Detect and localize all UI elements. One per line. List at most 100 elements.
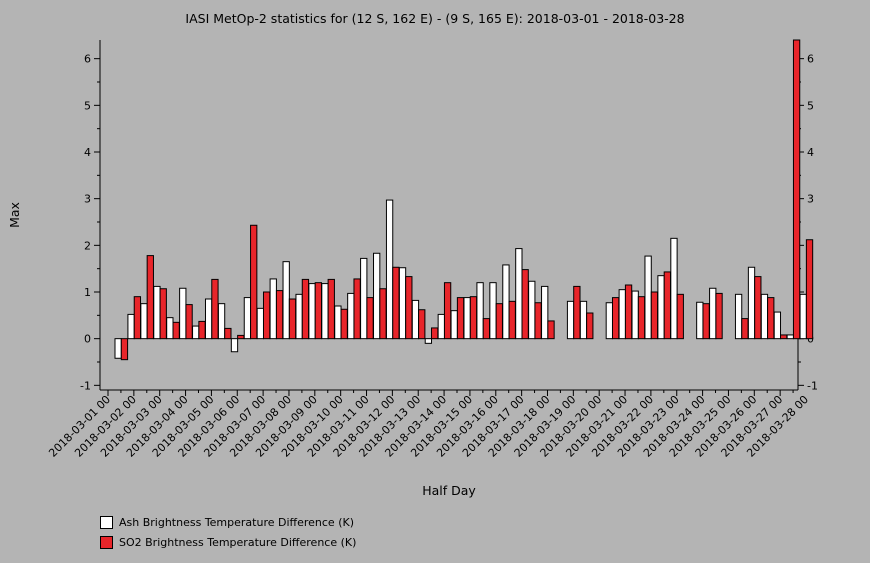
bar-so2 (262, 291, 271, 340)
y-tick-label-left: 0 (84, 333, 91, 346)
bar-ash (308, 283, 316, 340)
bar-ash (114, 338, 122, 359)
bar-ash (360, 257, 368, 340)
x-axis-label: Half Day (422, 483, 476, 498)
bar-ash (450, 310, 458, 340)
bar-ash (179, 287, 187, 340)
legend: Ash Brightness Temperature Difference (K… (100, 512, 356, 552)
bar-so2 (637, 296, 646, 340)
bar-ash (670, 237, 678, 340)
bar-ash (644, 255, 652, 340)
bar-ash (476, 282, 484, 340)
bar-so2 (301, 278, 310, 340)
bar-so2 (392, 266, 400, 340)
bar-so2 (741, 318, 749, 340)
bar-so2 (792, 39, 801, 340)
bar-so2 (314, 282, 322, 340)
y-tick-label-left: 2 (84, 239, 91, 252)
bar-ash (799, 293, 807, 340)
bar-so2 (547, 320, 555, 340)
y-tick-label-left: 4 (84, 146, 91, 159)
bar-so2 (288, 298, 297, 340)
bar-so2 (767, 297, 775, 340)
bar-so2 (573, 285, 581, 340)
bar-so2 (663, 271, 671, 340)
bar-so2 (495, 303, 503, 340)
bar-so2 (146, 255, 154, 340)
bar-ash (657, 275, 665, 340)
bar-so2 (586, 312, 594, 340)
bar-so2 (327, 278, 335, 340)
bar-so2 (133, 296, 142, 340)
bar-ash (140, 303, 148, 340)
bar-so2 (250, 224, 258, 340)
bar-ash (463, 297, 471, 340)
bar-ash (528, 280, 536, 340)
bar-ash (631, 290, 639, 340)
legend-swatch-so2 (100, 535, 113, 549)
bar-ash (424, 338, 433, 344)
bar-ash (385, 199, 394, 340)
bar-ash (605, 302, 613, 340)
y-axis-label: Max (7, 202, 22, 228)
bar-ash (786, 334, 794, 340)
bar-ash (773, 311, 782, 340)
bar-ash (618, 289, 626, 340)
legend-label-so2: SO2 Brightness Temperature Difference (K… (119, 535, 357, 549)
bar-ash (347, 292, 355, 340)
bar-so2 (198, 320, 206, 340)
bar-ash (437, 313, 445, 340)
bar-ash (321, 283, 329, 340)
y-tick-label-right: 5 (807, 99, 814, 112)
bar-so2 (405, 276, 413, 340)
bar-so2 (456, 297, 465, 340)
bar-so2 (805, 239, 814, 340)
bar-so2 (534, 302, 542, 340)
legend-label-ash: Ash Brightness Temperature Difference (K… (119, 515, 354, 529)
bar-so2 (443, 282, 452, 340)
bar-so2 (353, 278, 361, 340)
bar-ash (760, 293, 769, 340)
bar-ash (282, 261, 290, 340)
y-tick-label-right: 6 (807, 53, 814, 66)
y-tick-label-left: 1 (84, 286, 91, 299)
bar-so2 (715, 292, 723, 340)
bar-so2 (650, 291, 659, 340)
bar-ash (192, 325, 200, 340)
bar-so2 (624, 284, 633, 340)
bar-so2 (418, 309, 426, 340)
bar-ash (579, 300, 588, 340)
bar-so2 (172, 321, 180, 340)
bar-so2 (366, 297, 374, 340)
y-tick-label-left: -1 (80, 379, 91, 392)
bar-so2 (780, 334, 788, 340)
bar-so2 (340, 308, 348, 340)
chart-title: IASI MetOp-2 statistics for (12 S, 162 E… (185, 11, 684, 26)
bar-so2 (275, 290, 284, 340)
bar-ash (747, 266, 756, 340)
bar-so2 (469, 296, 478, 340)
legend-item-ash: Ash Brightness Temperature Difference (K… (100, 512, 356, 532)
bar-so2 (754, 276, 762, 340)
y-tick-label-left: 3 (84, 193, 91, 206)
bar-so2 (185, 304, 193, 340)
y-tick-label-right: -1 (807, 379, 818, 392)
y-tick-label-left: 5 (84, 99, 91, 112)
bar-ash (566, 300, 575, 340)
bar-so2 (159, 288, 167, 340)
bar-so2 (521, 269, 529, 340)
y-tick-label-left: 6 (84, 53, 91, 66)
y-tick-label-right: 3 (807, 193, 814, 206)
bar-so2 (611, 297, 620, 340)
bar-ash (243, 297, 252, 340)
bar-so2 (120, 338, 129, 361)
bar-so2 (224, 327, 232, 340)
bar-ash (502, 264, 510, 340)
bar-so2 (379, 288, 387, 340)
bar-so2 (676, 293, 684, 340)
y-tick-label-right: 4 (807, 146, 814, 159)
bar-ash (153, 285, 161, 340)
bar-ash (541, 285, 549, 340)
